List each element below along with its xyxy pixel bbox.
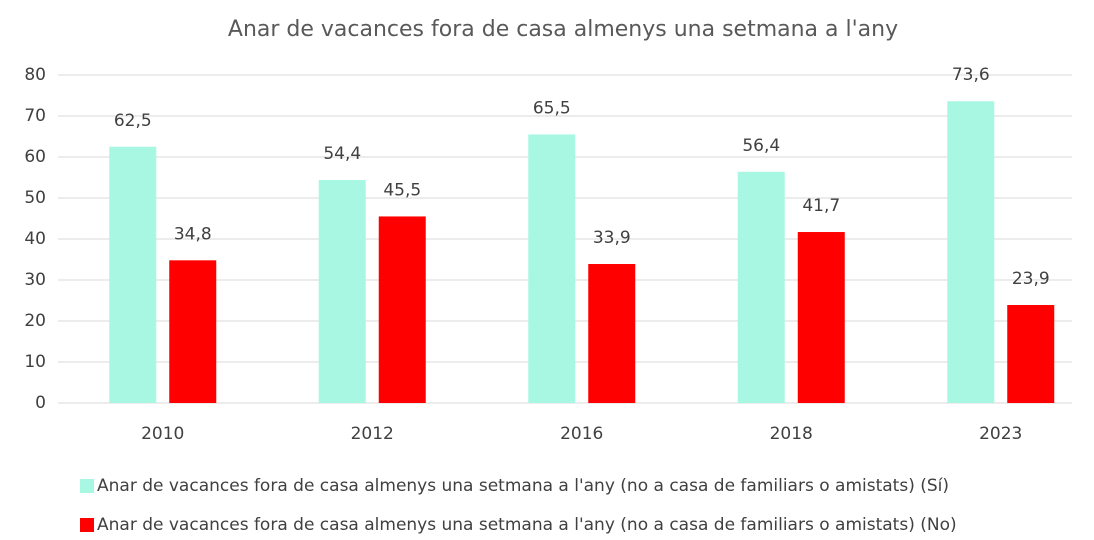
x-tick-label: 2016 bbox=[560, 424, 603, 444]
x-tick-label: 2018 bbox=[770, 424, 813, 444]
bar bbox=[109, 146, 157, 403]
bar bbox=[169, 260, 217, 403]
data-label: 33,9 bbox=[593, 228, 631, 248]
bar bbox=[588, 264, 636, 403]
data-label: 73,6 bbox=[952, 65, 990, 85]
bar bbox=[1007, 305, 1055, 403]
y-tick-label: 40 bbox=[24, 229, 46, 249]
bar bbox=[318, 179, 366, 403]
data-label: 62,5 bbox=[114, 111, 152, 131]
data-label: 41,7 bbox=[802, 196, 840, 216]
y-tick-label: 30 bbox=[24, 270, 46, 290]
y-tick-label: 80 bbox=[24, 65, 46, 85]
legend-swatch bbox=[80, 479, 94, 493]
y-tick-label: 50 bbox=[24, 188, 46, 208]
y-tick-label: 10 bbox=[24, 352, 46, 372]
bar bbox=[947, 101, 995, 404]
x-tick-label: 2012 bbox=[351, 424, 394, 444]
y-tick-label: 60 bbox=[24, 147, 46, 167]
legend-label: Anar de vacances fora de casa almenys un… bbox=[97, 515, 957, 535]
bar bbox=[378, 216, 426, 403]
data-label: 45,5 bbox=[383, 180, 421, 200]
legend-swatch bbox=[80, 518, 94, 532]
data-label: 23,9 bbox=[1012, 269, 1050, 289]
x-tick-label: 2023 bbox=[979, 424, 1022, 444]
bar bbox=[737, 171, 785, 403]
data-label: 54,4 bbox=[323, 144, 361, 164]
bar bbox=[797, 232, 845, 403]
data-label: 56,4 bbox=[742, 136, 780, 156]
data-label: 34,8 bbox=[174, 224, 212, 244]
bar bbox=[528, 134, 576, 403]
y-tick-label: 70 bbox=[24, 106, 46, 126]
y-tick-label: 20 bbox=[24, 311, 46, 331]
legend-label: Anar de vacances fora de casa almenys un… bbox=[97, 476, 949, 496]
x-tick-label: 2010 bbox=[141, 424, 184, 444]
data-label: 65,5 bbox=[533, 98, 571, 118]
y-tick-label: 0 bbox=[35, 393, 46, 413]
chart-title: Anar de vacances fora de casa almenys un… bbox=[228, 17, 898, 42]
